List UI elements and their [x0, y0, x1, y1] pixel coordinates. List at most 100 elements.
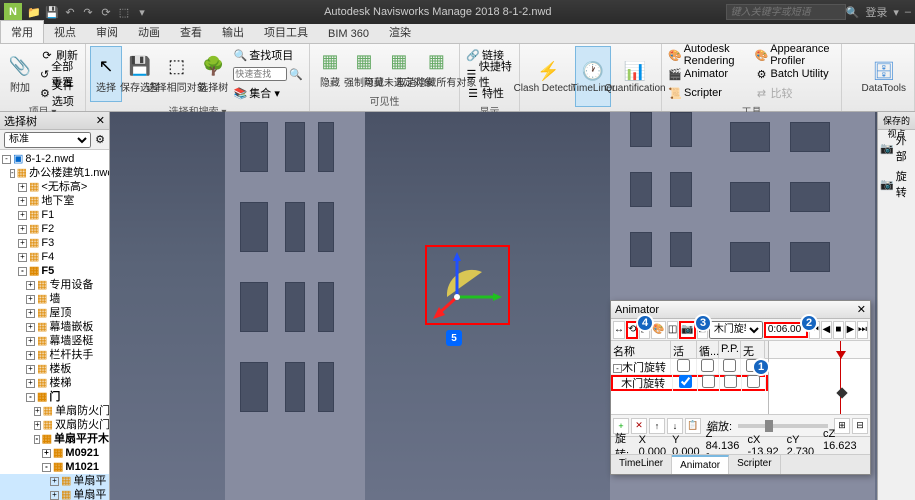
anim-trans-icon[interactable]: ◫	[667, 321, 678, 339]
sets-button[interactable]: 📚集合 ▾	[231, 84, 305, 102]
anim-del-icon[interactable]: ✕	[631, 418, 647, 434]
tree-node[interactable]: +▦M0921	[0, 446, 109, 460]
ribbon-tab[interactable]: 常用	[0, 20, 44, 43]
anim-copy-icon[interactable]: 📋	[685, 418, 701, 434]
anim-row[interactable]: 木门旋转	[611, 375, 768, 391]
anim-play-icon[interactable]: ▶	[845, 321, 856, 339]
properties-button[interactable]: ☰特性	[464, 84, 515, 102]
tree-node[interactable]: -▦单扇平开木	[0, 432, 109, 446]
qat-refresh-icon[interactable]: ⟳	[98, 4, 114, 20]
tree-node[interactable]: +▦单扇平	[0, 488, 109, 500]
find-items-button[interactable]: 🔍查找项目	[231, 46, 305, 64]
login-label[interactable]: 登录	[865, 4, 887, 20]
qat-redo-icon[interactable]: ↷	[80, 4, 96, 20]
tree-node[interactable]: +▦F2	[0, 222, 109, 236]
selection-tree-button[interactable]: 🌳选择树	[197, 46, 229, 102]
timeline[interactable]	[769, 341, 870, 414]
anim-up-icon[interactable]: ↑	[649, 418, 665, 434]
file-options-button[interactable]: ⚙文件 选项	[38, 84, 81, 102]
tree-close-icon[interactable]: ✕	[96, 114, 105, 127]
qat-dropdown-icon[interactable]: ▾	[134, 4, 150, 20]
anim-row[interactable]: -木门旋转	[611, 359, 768, 375]
tree-node[interactable]: +▦栏杆扶手	[0, 348, 109, 362]
scripter-button[interactable]: 📜Scripter	[666, 84, 751, 102]
tree-node[interactable]: +▦楼梯	[0, 376, 109, 390]
tree-node[interactable]: +▦单扇防火门	[0, 404, 109, 418]
tree-node[interactable]: -▦办公楼建筑1.nwc	[0, 166, 109, 180]
col-name: 名称	[611, 341, 671, 358]
ribbon-tab[interactable]: 审阅	[86, 21, 128, 43]
search-icon[interactable]: 🔍	[846, 6, 860, 19]
tree-node[interactable]: +▦屋顶	[0, 306, 109, 320]
tree-options-icon[interactable]: ⚙	[95, 133, 105, 146]
tree-node[interactable]: +▦墙	[0, 292, 109, 306]
ribbon-tab[interactable]: 渲染	[379, 21, 421, 43]
tree-node[interactable]: +▦双扇防火门	[0, 418, 109, 432]
tree-node[interactable]: +▦楼板	[0, 362, 109, 376]
tree-node[interactable]: -▦门	[0, 390, 109, 404]
ribbon-tab[interactable]: 视点	[44, 21, 86, 43]
tree-body[interactable]: -▣8-1-2.nwd-▦办公楼建筑1.nwc+▦<无标高>+▦地下室+▦F1+…	[0, 150, 109, 500]
anim-scene-select[interactable]: 木门旋转	[709, 321, 763, 339]
timeliner-button[interactable]: 🕐TimeLiner	[575, 46, 611, 107]
ribbon-tab[interactable]: 项目工具	[254, 21, 318, 43]
save-selection-button[interactable]: 💾保存选择	[124, 46, 156, 102]
anim-next-icon[interactable]: ⏭	[857, 321, 868, 339]
attach-button[interactable]: 📎附加	[4, 46, 36, 102]
search-input[interactable]	[726, 4, 846, 20]
animator-close-icon[interactable]: ✕	[857, 303, 866, 316]
playhead[interactable]	[840, 341, 841, 414]
saved-view-item[interactable]: 📷旋转	[878, 166, 915, 202]
select-button[interactable]: ↖选择	[90, 46, 122, 102]
appearance-button[interactable]: 🎨Appearance Profiler	[753, 46, 838, 64]
anim-prev-icon[interactable]: ◀	[821, 321, 832, 339]
animator-tabs: TimeLinerAnimatorScripter	[611, 454, 870, 474]
ribbon-tab[interactable]: 输出	[212, 21, 254, 43]
animator-tab[interactable]: Animator	[672, 455, 729, 474]
saved-view-item[interactable]: 📷外部	[878, 130, 915, 166]
saved-views-title: 保存的视点	[878, 112, 915, 130]
ribbon-tab[interactable]: 查看	[170, 21, 212, 43]
tree-node[interactable]: -▦M1021	[0, 460, 109, 474]
help-icon[interactable]: ▾	[893, 6, 899, 19]
panel-visibility-title: 可见性	[314, 92, 455, 109]
quantification-button[interactable]: 📊Quantification	[613, 46, 657, 107]
select-same-button[interactable]: ⬚选择相同对象	[158, 46, 195, 102]
ribbon-tab[interactable]: 动画	[128, 21, 170, 43]
tree-node[interactable]: +▦幕墙嵌板	[0, 320, 109, 334]
tree-node[interactable]: +▦F1	[0, 208, 109, 222]
tree-node[interactable]: +▦地下室	[0, 194, 109, 208]
qat-save-icon[interactable]: 💾	[44, 4, 60, 20]
animator-button[interactable]: 🎬Animator	[666, 65, 751, 83]
qat-undo-icon[interactable]: ↶	[62, 4, 78, 20]
qat-open-icon[interactable]: 📁	[26, 4, 42, 20]
clash-button[interactable]: ⚡Clash Detective	[524, 46, 573, 107]
anim-stop-icon[interactable]: ■	[833, 321, 844, 339]
zoom-slider[interactable]	[738, 424, 828, 428]
rendering-button[interactable]: 🎨Autodesk Rendering	[666, 46, 751, 64]
qat-select-icon[interactable]: ⬚	[116, 4, 132, 20]
keyframe[interactable]	[836, 387, 847, 398]
anim-move-icon[interactable]: ↔	[613, 321, 625, 339]
hide-button[interactable]: ▦隐藏	[314, 46, 346, 92]
tree-node[interactable]: -▦F5	[0, 264, 109, 278]
unhide-all-button[interactable]: ▦取消隐藏所有对象	[418, 46, 455, 92]
quick-props-button[interactable]: ☰快捷特性	[464, 65, 515, 83]
batch-button[interactable]: ⚙Batch Utility	[753, 65, 838, 83]
tree-node[interactable]: +▦单扇平	[0, 474, 109, 488]
timeline-ruler[interactable]	[769, 341, 870, 359]
compare-button[interactable]: ⇄比较	[753, 84, 838, 102]
minimize-icon[interactable]: –	[905, 6, 911, 18]
anim-down-icon[interactable]: ↓	[667, 418, 683, 434]
tree-node[interactable]: +▦F3	[0, 236, 109, 250]
tree-node[interactable]: +▦F4	[0, 250, 109, 264]
quick-find-input[interactable]: 🔍	[231, 65, 305, 83]
ribbon-tab[interactable]: BIM 360	[318, 25, 379, 43]
tree-node[interactable]: +▦<无标高>	[0, 180, 109, 194]
animator-tab[interactable]: TimeLiner	[611, 455, 672, 474]
tree-node[interactable]: +▦幕墙竖梃	[0, 334, 109, 348]
datatools-button[interactable]: 🗄DataTools	[858, 46, 910, 107]
tree-mode-select[interactable]: 标准	[4, 132, 91, 148]
tree-node[interactable]: +▦专用设备	[0, 278, 109, 292]
animator-tab[interactable]: Scripter	[729, 455, 780, 474]
